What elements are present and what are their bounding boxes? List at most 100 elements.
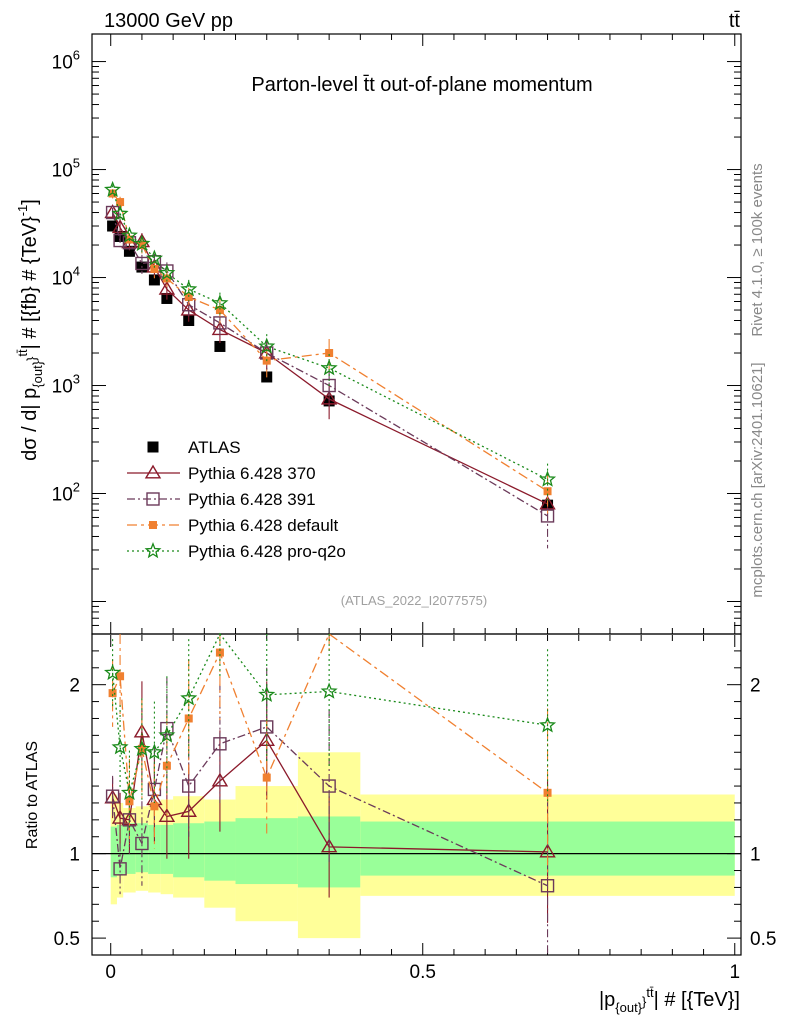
data-point bbox=[543, 487, 552, 496]
ratio-point bbox=[111, 738, 129, 755]
legend-label: Pythia 6.428 391 bbox=[188, 490, 316, 509]
y-tick-label: 103 bbox=[52, 372, 80, 398]
legend-marker bbox=[149, 521, 157, 529]
ratio-point bbox=[116, 672, 125, 681]
axis-tick-labels: 0 0.5 1 102 103 104 105 106 0.5 0.5 1 1 2 2 bbox=[52, 48, 777, 983]
data-point bbox=[158, 264, 176, 281]
y-tick-label: 104 bbox=[52, 264, 80, 290]
rivet-version-label: Rivet 4.1.0, ≥ 100k events bbox=[749, 163, 766, 336]
y-tick-label: 106 bbox=[52, 48, 80, 74]
ratio-point bbox=[182, 779, 196, 793]
ratio-tick-label-right: 2 bbox=[750, 676, 761, 697]
ratio-point bbox=[133, 739, 151, 757]
ratio-point bbox=[184, 714, 193, 723]
legend-marker bbox=[144, 464, 162, 479]
ratio-point bbox=[133, 723, 151, 738]
y-tick-label: 102 bbox=[52, 480, 80, 506]
ratio-series bbox=[104, 632, 557, 955]
ratio-band-inner bbox=[110, 826, 117, 878]
ratio-tick-label-right: 0.5 bbox=[750, 929, 776, 950]
ratio-band-inner bbox=[135, 823, 149, 873]
legend-marker bbox=[147, 441, 159, 453]
data-point bbox=[148, 274, 160, 286]
y-axis-label: dσ / d| p{out}}tt̄| # [{fb} # {TeV}-1] bbox=[15, 199, 45, 461]
series-line bbox=[111, 189, 548, 481]
data-point bbox=[158, 280, 176, 295]
ratio-tick-label-right: 1 bbox=[750, 845, 761, 866]
ratio-point bbox=[108, 689, 117, 698]
data-series bbox=[104, 180, 557, 549]
data-point bbox=[111, 204, 129, 221]
data-point bbox=[215, 306, 224, 315]
data-point bbox=[258, 337, 276, 354]
data-point bbox=[211, 294, 229, 311]
ratio-point bbox=[158, 808, 176, 823]
legend-label: Pythia 6.428 default bbox=[188, 516, 339, 535]
ratio-point bbox=[262, 773, 271, 782]
ratio-point bbox=[213, 737, 227, 751]
ratio-point bbox=[120, 783, 138, 801]
plot-title: Parton-level t̄t out-of-plane momentum bbox=[251, 74, 592, 96]
ratio-point bbox=[320, 838, 338, 853]
ratio-point bbox=[543, 788, 552, 797]
legend: ATLAS Pythia 6.428 370 Pythia 6.428 391 Pyt… bbox=[127, 438, 346, 561]
ratio-point bbox=[258, 685, 276, 703]
ratio-point bbox=[320, 682, 338, 699]
legend-marker bbox=[144, 541, 162, 559]
ratio-point bbox=[150, 802, 159, 811]
data-point bbox=[111, 219, 129, 234]
ratio-point bbox=[539, 716, 557, 733]
ratio-y-axis-label: Ratio to ATLAS bbox=[24, 741, 41, 849]
legend-marker bbox=[146, 492, 160, 506]
ratio-band-inner bbox=[148, 824, 161, 874]
data-point bbox=[320, 359, 338, 376]
ratio-point bbox=[322, 779, 336, 793]
source-label: mcplots.cern.ch [arXiv:2401.10621] bbox=[749, 362, 766, 597]
ratio-tick-label: 2 bbox=[69, 676, 80, 697]
ratio-point bbox=[135, 836, 149, 851]
x-tick-label: 0 bbox=[105, 962, 116, 983]
ratio-tick-label: 0.5 bbox=[54, 929, 80, 950]
data-point bbox=[145, 249, 163, 266]
data-point bbox=[540, 509, 555, 523]
legend-label: Pythia 6.428 370 bbox=[188, 464, 316, 483]
data-point bbox=[120, 226, 138, 243]
ratio-point bbox=[215, 648, 224, 657]
data-point bbox=[105, 205, 120, 220]
axis-ticks bbox=[92, 34, 741, 955]
data-point bbox=[184, 293, 193, 302]
process-label: tt̄ bbox=[729, 10, 741, 32]
energy-label: 13000 GeV pp bbox=[104, 10, 233, 32]
data-point bbox=[133, 234, 151, 252]
data-point bbox=[104, 180, 122, 198]
ratio-tick-label: 1 bbox=[69, 845, 80, 866]
ratio-point bbox=[180, 689, 198, 706]
data-point bbox=[150, 264, 159, 273]
series-line bbox=[112, 212, 548, 505]
y-tick-label: 105 bbox=[52, 156, 80, 182]
ratio-plot-frame bbox=[91, 633, 742, 956]
data-point bbox=[123, 245, 135, 257]
ratio-point bbox=[104, 663, 122, 681]
ratio-point bbox=[105, 789, 120, 803]
x-axis-label: |p{out}}tt̄| # [{TeV}] bbox=[599, 985, 740, 1015]
data-point bbox=[539, 470, 557, 487]
data-point bbox=[162, 274, 171, 283]
analysis-id: (ATLAS_2022_I2077575) bbox=[341, 593, 487, 608]
data-point bbox=[180, 280, 198, 297]
ratio-point bbox=[162, 761, 171, 770]
data-point bbox=[116, 198, 125, 207]
x-tick-label: 1 bbox=[729, 962, 740, 983]
ratio-point bbox=[145, 743, 163, 760]
data-point bbox=[214, 340, 226, 352]
ratio-line bbox=[111, 632, 548, 793]
data-point bbox=[213, 316, 227, 330]
x-tick-label: 0.5 bbox=[410, 962, 436, 983]
data-point bbox=[107, 220, 119, 232]
data-point bbox=[325, 349, 334, 358]
ratio-point bbox=[540, 879, 555, 893]
ratio-point bbox=[158, 726, 176, 743]
legend-label: ATLAS bbox=[188, 438, 241, 457]
legend-label: Pythia 6.428 pro-q2o bbox=[188, 542, 346, 561]
